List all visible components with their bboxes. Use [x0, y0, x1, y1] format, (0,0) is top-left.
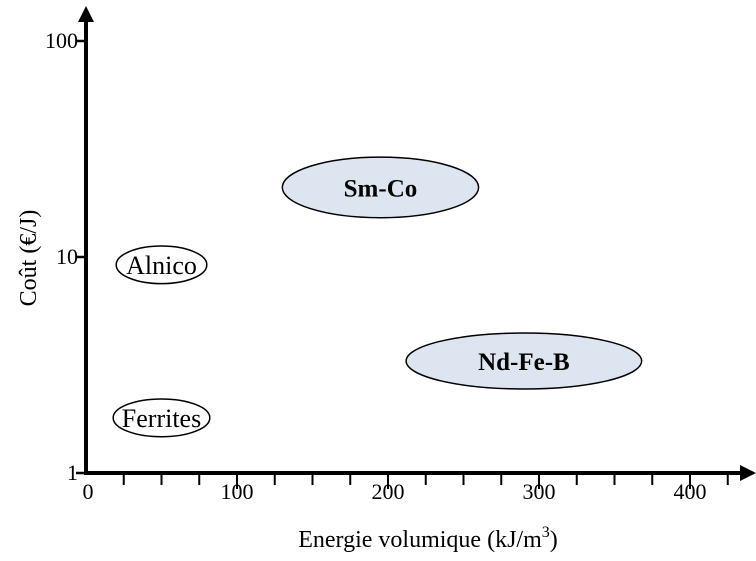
ticks-layer: 0 100 200 300 400 1 10 100 [45, 28, 729, 504]
x-tick-label: 200 [372, 479, 405, 504]
region-nd-fe-b: Nd-Fe-B [405, 332, 643, 390]
x-axis-arrow [740, 465, 756, 481]
y-tick-label: 1 [67, 460, 78, 485]
x-axis-title-superscript: 3 [542, 524, 550, 541]
x-axis-title-main: Energie volumique (kJ/m [298, 527, 542, 553]
y-axis-title: Coût (€/J) [16, 210, 42, 307]
x-axis-title: Energie volumique (kJ/m3) [298, 524, 558, 553]
x-tick-label: 300 [523, 479, 556, 504]
region-label: Ferrites [122, 404, 201, 433]
axes-layer [78, 6, 756, 481]
region-ferrites: Ferrites [112, 398, 211, 438]
region-label: Alnico [126, 251, 197, 280]
region-ellipse [281, 156, 480, 219]
x-tick-label: 0 [83, 479, 94, 504]
region-label: Nd-Fe-B [478, 349, 570, 376]
region-ellipse [115, 245, 208, 285]
x-tick-label: 400 [674, 479, 707, 504]
x-tick-label: 100 [221, 479, 254, 504]
regions-layer: Alnico Ferrites Sm-Co Nd-Fe-B [112, 156, 643, 438]
region-sm-co: Sm-Co [281, 156, 480, 219]
region-ellipse [405, 332, 643, 390]
region-ellipse [112, 398, 211, 438]
x-axis-title-suffix: ) [550, 527, 558, 553]
region-alnico: Alnico [115, 245, 208, 285]
y-tick-label: 10 [56, 244, 78, 269]
region-label: Sm-Co [344, 175, 418, 202]
y-axis-arrow [78, 6, 94, 22]
y-tick-label: 100 [45, 28, 78, 53]
